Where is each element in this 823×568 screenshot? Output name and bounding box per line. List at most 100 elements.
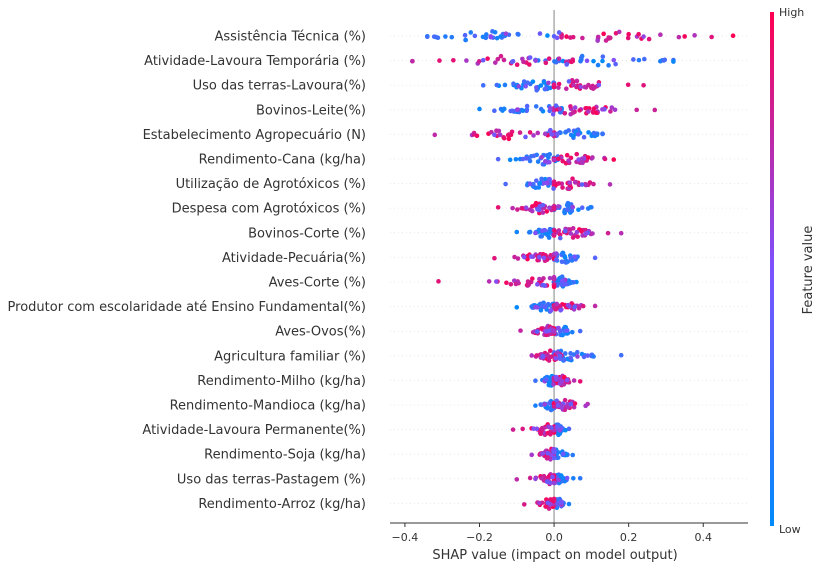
shap-point: [506, 132, 512, 137]
shap-point: [501, 135, 507, 141]
shap-point: [543, 86, 548, 91]
shap-point: [509, 59, 515, 65]
shap-point: [641, 34, 646, 39]
shap-point: [585, 353, 590, 358]
shap-point: [586, 109, 591, 114]
shap-point: [556, 228, 562, 233]
shap-point: [602, 156, 608, 162]
shap-point: [514, 305, 520, 310]
shap-point: [562, 397, 568, 403]
shap-point: [682, 34, 687, 39]
shap-point: [560, 185, 565, 190]
shap-point: [626, 31, 631, 37]
shap-point: [546, 355, 552, 361]
shap-point: [562, 357, 567, 363]
shap-point: [556, 325, 561, 331]
shap-point: [551, 274, 557, 280]
x-axis: −0.4 −0.2 0.0 0.2 0.4: [390, 522, 748, 544]
shap-point: [551, 232, 557, 237]
shap-point: [591, 354, 596, 359]
shap-point: [568, 280, 574, 286]
shap-point: [544, 456, 550, 461]
shap-point: [692, 33, 697, 38]
shap-point: [570, 176, 575, 182]
shap-point: [625, 35, 631, 41]
shap-point: [564, 62, 570, 67]
shap-point: [583, 231, 589, 236]
shap-point: [523, 205, 529, 210]
shap-point: [510, 108, 515, 114]
shap-point: [572, 304, 577, 310]
shap-point: [551, 455, 557, 461]
shap-point: [534, 426, 540, 432]
shap-point: [527, 62, 532, 67]
shap-point: [574, 151, 580, 157]
shap-point: [577, 475, 583, 481]
shap-point: [568, 104, 573, 109]
feature-label: Aves-Ovos(%): [275, 325, 366, 340]
shap-point: [480, 57, 486, 63]
shap-point: [574, 229, 580, 235]
shap-point: [580, 35, 585, 41]
shap-point: [577, 379, 583, 384]
shap-point: [556, 85, 561, 90]
shap-point: [618, 230, 624, 236]
shap-point: [515, 107, 520, 112]
shap-point: [550, 111, 556, 117]
shap-point: [607, 182, 613, 187]
shap-point: [527, 229, 533, 235]
shap-point: [567, 227, 573, 232]
shap-point: [531, 181, 536, 187]
shap-point: [625, 82, 631, 88]
shap-point: [583, 403, 588, 409]
shap-point: [545, 181, 550, 186]
feature-label: Estabelecimento Agropecuário (N): [143, 128, 366, 143]
shap-point: [709, 34, 714, 40]
shap-point: [542, 176, 548, 182]
shap-point: [634, 107, 640, 113]
shap-point: [543, 504, 548, 509]
shap-point: [559, 35, 564, 40]
shap-point: [544, 332, 549, 338]
colorbar-low-label: Low: [779, 523, 801, 536]
shap-point: [568, 35, 573, 40]
shap-point: [561, 451, 566, 457]
shap-point: [514, 229, 520, 235]
feature-label: Bovinos-Corte (%): [248, 226, 366, 241]
shap-point: [642, 56, 647, 62]
shap-point: [544, 209, 550, 214]
shap-point: [524, 103, 530, 109]
shap-point: [516, 83, 521, 89]
shap-point: [480, 83, 486, 88]
shap-point: [600, 58, 605, 64]
shap-point: [492, 60, 498, 65]
shap-point: [551, 157, 557, 163]
shap-point: [574, 78, 580, 84]
shap-point: [593, 110, 599, 116]
shap-point: [575, 349, 580, 355]
shap-point: [514, 477, 520, 482]
shap-point: [514, 62, 520, 68]
shap-point: [547, 105, 553, 111]
shap-point: [562, 210, 568, 216]
shap-point: [585, 155, 591, 160]
shap-point: [606, 63, 611, 68]
shap-point: [495, 205, 501, 210]
feature-label: Agricultura familiar (%): [214, 349, 366, 364]
x-tick-label: 0.2: [620, 531, 638, 544]
shap-point: [553, 251, 559, 256]
shap-point: [498, 34, 503, 39]
shap-point: [541, 255, 547, 261]
shap-point: [545, 33, 550, 38]
shap-point: [557, 381, 563, 386]
shap-point: [568, 351, 573, 356]
shap-point: [608, 109, 613, 114]
shap-point: [533, 200, 539, 206]
shap-point: [471, 130, 477, 136]
shap-point: [555, 403, 561, 408]
feature-label: Despesa com Agrotóxicos (%): [172, 202, 366, 217]
shap-point: [489, 129, 494, 135]
shap-point: [540, 451, 546, 456]
shap-point: [451, 57, 456, 63]
shap-point: [595, 34, 601, 40]
